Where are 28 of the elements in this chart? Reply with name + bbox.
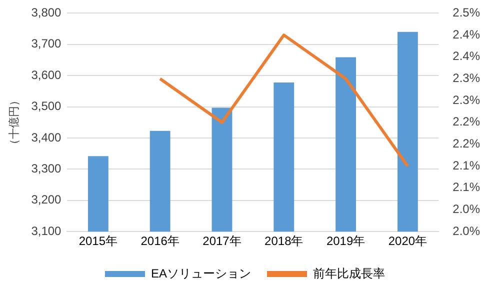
y2-tick-label: 2.1% bbox=[452, 158, 480, 172]
y2-tick-label: 2.0% bbox=[452, 224, 480, 238]
y2-tick-label: 2.2% bbox=[452, 114, 480, 129]
y-tick-label: 3,700 bbox=[31, 36, 62, 51]
y2-tick-label: 2.2% bbox=[452, 136, 480, 151]
x-tick-label: 2018年 bbox=[264, 234, 304, 248]
legend-label: 前年比成長率 bbox=[313, 266, 386, 280]
y2-tick-label: 2.5% bbox=[452, 6, 480, 20]
y-tick-label: 3,300 bbox=[31, 162, 62, 176]
y-tick-label: 3,100 bbox=[31, 224, 62, 238]
y2-tick-label: 2.3% bbox=[452, 71, 480, 86]
y2-tick-label: 2.3% bbox=[452, 92, 480, 107]
y-tick-label: 3,600 bbox=[31, 68, 62, 82]
y2-tick-label: 2.4% bbox=[452, 49, 480, 64]
y2-tick-label: 2.0% bbox=[452, 202, 480, 216]
y2-tick-label: 2.1% bbox=[452, 180, 480, 194]
y-tick-label: 3,500 bbox=[31, 99, 62, 114]
y2-tick-label: 2.4% bbox=[452, 27, 480, 42]
x-tick-label: 2015年 bbox=[78, 234, 118, 248]
legend-label: EAソリューション bbox=[150, 266, 252, 280]
y-tick-label: 3,800 bbox=[31, 6, 62, 20]
y-axis-title: （十億円） bbox=[8, 94, 21, 150]
x-tick-label: 2020年 bbox=[388, 234, 428, 248]
x-tick-label: 2016年 bbox=[140, 234, 180, 248]
y-tick-label: 3,400 bbox=[31, 130, 62, 144]
x-tick-label: 2019年 bbox=[326, 234, 366, 248]
y-tick-label: 3,200 bbox=[31, 192, 62, 207]
x-tick-label: 2017年 bbox=[202, 234, 242, 248]
